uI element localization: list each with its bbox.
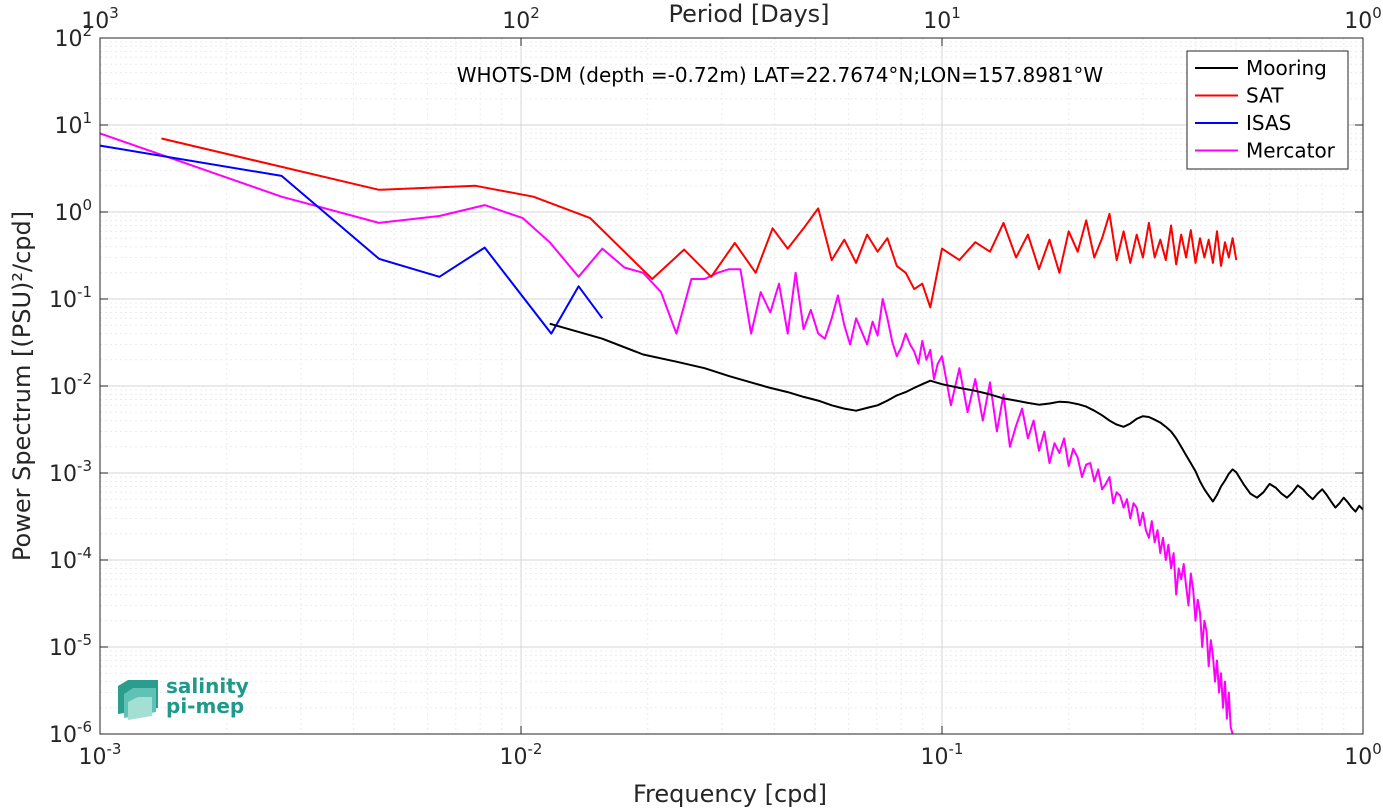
- series-line-sat: [161, 137, 1238, 309]
- logo-line2: pi-mep: [166, 694, 244, 718]
- legend: Mooring SAT ISAS Mercator: [1186, 50, 1349, 170]
- salinity-pi-mep-logo: salinity pi-mep: [118, 674, 249, 720]
- x-tick-label: 100: [1344, 740, 1382, 770]
- y-tick-label: 10-2: [49, 370, 92, 400]
- x-top-tick-label: 103: [81, 4, 119, 34]
- series-line-mercator: [99, 132, 1234, 735]
- x-axis-title: Frequency [cpd]: [633, 780, 827, 808]
- x-top-axis-title: Period [Days]: [668, 0, 829, 28]
- legend-label-mooring: Mooring: [1246, 56, 1327, 80]
- y-tick-label: 10-4: [49, 544, 92, 574]
- y-axis-title: Power Spectrum [(PSU)²/cpd]: [8, 211, 36, 561]
- y-tick-label: 100: [54, 196, 92, 226]
- legend-label-mercator: Mercator: [1246, 139, 1336, 163]
- logo-icon: [118, 680, 158, 720]
- x-top-tick-label: 100: [1344, 4, 1382, 34]
- y-tick-label: 10-3: [49, 457, 92, 487]
- x-tick-label: 10-1: [921, 740, 964, 770]
- series-line-mooring: [549, 322, 1364, 513]
- legend-label-sat: SAT: [1246, 84, 1284, 108]
- y-axis-title-text: Power Spectrum [(PSU)²/cpd]: [8, 211, 36, 561]
- series-line-isas: [99, 144, 604, 335]
- legend-label-isas: ISAS: [1246, 111, 1291, 135]
- grid: [99, 38, 1363, 735]
- legend-box: [1186, 50, 1349, 170]
- station-annotation: WHOTS-DM (depth =-0.72m) LAT=22.7674°N;L…: [457, 63, 1104, 87]
- logo-line1: salinity: [166, 674, 249, 698]
- series-layer: [99, 132, 1364, 735]
- y-tick-label: 101: [54, 109, 92, 139]
- y-tick-label: 10-1: [49, 283, 92, 313]
- y-tick-label: 10-6: [49, 718, 92, 748]
- y-tick-label: 102: [54, 22, 92, 52]
- x-tick-label: 10-2: [500, 740, 543, 770]
- x-top-tick-label: 102: [502, 4, 540, 34]
- x-tick-label: 10-3: [79, 740, 122, 770]
- x-top-tick-label: 101: [923, 4, 961, 34]
- y-tick-label: 10-5: [49, 631, 92, 661]
